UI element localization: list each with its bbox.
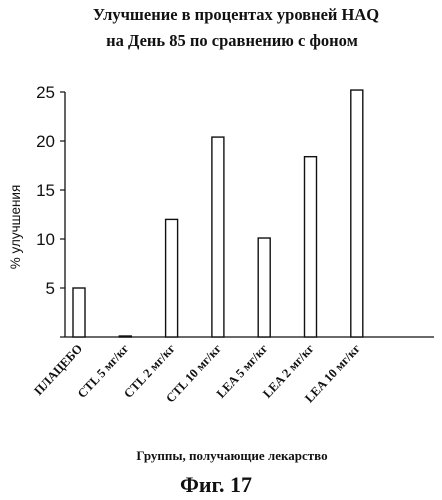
x-tick-labels: ПЛАЦЕБОCTL 5 мг/кгCTL 2 мг/кгCTL 10 мг/к… xyxy=(31,341,363,405)
bars xyxy=(73,90,363,337)
chart-title-line-2: на День 85 по сравнению с фоном xyxy=(106,31,358,50)
bar xyxy=(119,336,131,337)
bar xyxy=(351,90,363,337)
x-axis-label: Группы, получающие лекарство xyxy=(136,448,327,463)
y-tick-label: 10 xyxy=(36,230,55,249)
figure-caption: Фиг. 17 xyxy=(180,472,252,497)
bar xyxy=(258,238,270,337)
chart-title-line-1: Улучшение в процентах уровней HAQ xyxy=(93,5,379,24)
y-ticks: 5 10 15 20 25 xyxy=(36,83,65,337)
y-tick-label: 5 xyxy=(46,279,55,298)
bar xyxy=(166,219,178,337)
bar xyxy=(73,288,85,337)
y-tick-label: 15 xyxy=(36,181,55,200)
y-tick-label: 20 xyxy=(36,132,55,151)
y-axis-label: % улучшения xyxy=(8,185,23,270)
y-tick-label: 25 xyxy=(36,83,55,102)
bar xyxy=(212,137,224,337)
bar xyxy=(305,157,317,337)
